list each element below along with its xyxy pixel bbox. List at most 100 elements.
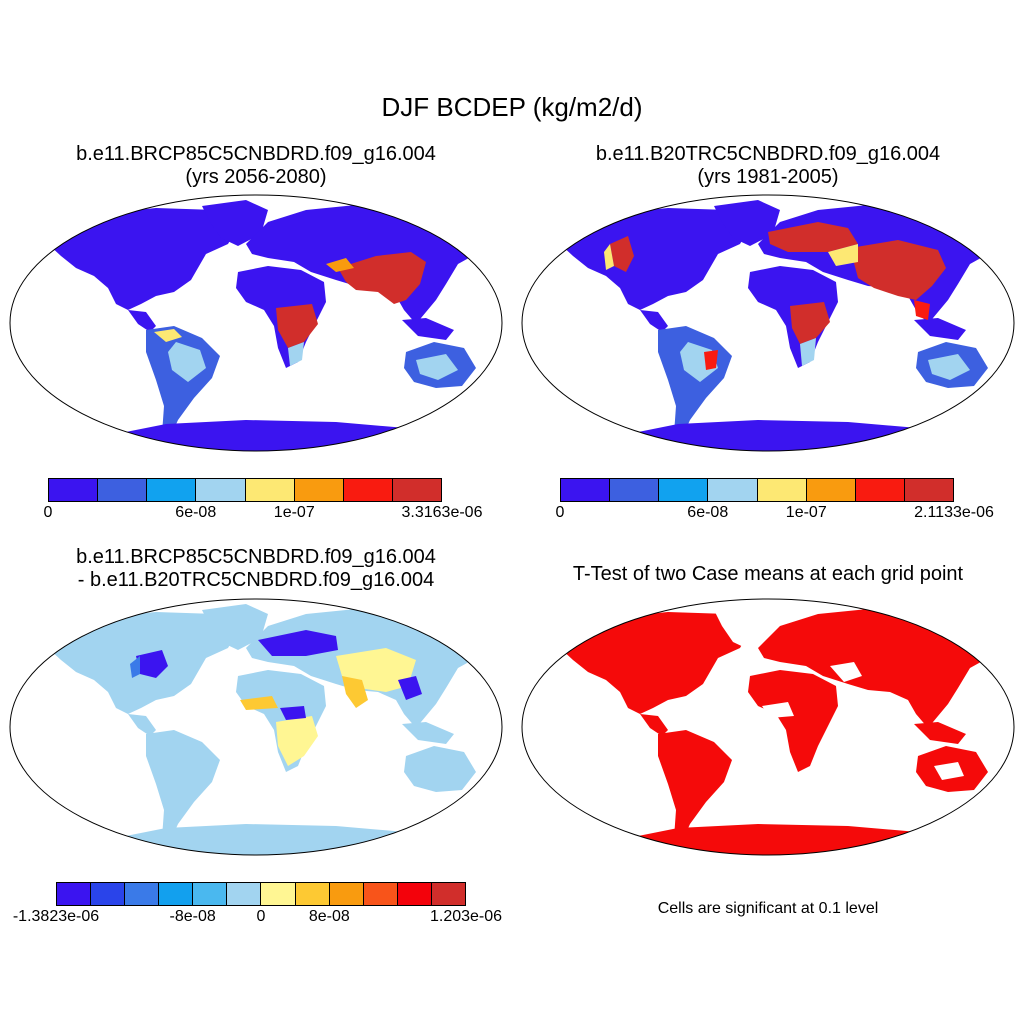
map-panel-2 <box>521 194 1015 452</box>
map-1-border <box>9 194 503 452</box>
colorbar-tick-label: 1e-07 <box>273 504 315 521</box>
africa-high <box>276 304 318 348</box>
africa-warm <box>276 716 318 766</box>
se-asia-sig <box>914 722 966 744</box>
se-asia-high <box>914 300 930 320</box>
figure-title: DJF BCDEP (kg/m2/d) <box>381 92 643 122</box>
greenland <box>202 200 268 246</box>
map-4-border <box>521 598 1015 856</box>
colorbar-swatch <box>294 479 344 501</box>
africa-low <box>280 706 306 720</box>
asia-edge <box>326 258 354 272</box>
colorbar-tick-label: -1.3823e-06 <box>12 908 100 925</box>
south-america-sig <box>658 730 732 846</box>
africa-light <box>800 338 816 366</box>
panel1-title-line2: (yrs 2056-2080) <box>185 166 327 188</box>
asia-gap <box>830 662 862 682</box>
central-america <box>128 714 156 736</box>
colorbar-tick-label: 1.203e-06 <box>429 908 503 925</box>
colorbar-swatch <box>193 883 228 905</box>
colorbar-panel-2 <box>560 478 954 502</box>
colorbar-swatch <box>806 479 856 501</box>
australia <box>404 746 476 792</box>
colorbar-swatch <box>757 479 807 501</box>
panel3-title-line2: - b.e11.B20TRC5CNBDRD.f09_g16.004 <box>77 569 435 591</box>
china-low <box>398 676 422 700</box>
na-east-mid <box>130 656 140 678</box>
colorbar-swatch <box>708 479 758 501</box>
asia-edge <box>828 244 858 266</box>
colorbar-swatch <box>91 883 126 905</box>
australia-light <box>928 354 970 380</box>
central-america-sig <box>640 714 668 736</box>
greenland-sig <box>714 604 780 650</box>
europe-high <box>768 222 858 252</box>
panel1-title: b.e11.BRCP85C5CNBDRD.f09_g16.004 (yrs 20… <box>6 143 506 189</box>
asia-high <box>338 252 426 304</box>
colorbar-tick-label: 3.3163e-06 <box>401 504 483 521</box>
africa-sig <box>748 670 838 772</box>
africa-light <box>288 342 304 366</box>
se-asia <box>914 318 966 340</box>
europe-low <box>258 630 338 656</box>
map-panel-1 <box>9 194 503 452</box>
north-america-sig <box>558 612 753 714</box>
africa-gap <box>762 702 794 718</box>
central-america <box>640 310 668 332</box>
panel3-title-line1: b.e11.BRCP85C5CNBDRD.f09_g16.004 <box>76 546 436 568</box>
colorbar-tick-label: 1e-07 <box>785 504 827 521</box>
colorbar-swatch <box>343 479 393 501</box>
significance-note: Cells are significant at 0.1 level <box>657 900 879 917</box>
colorbar-swatch <box>57 883 92 905</box>
colorbar-swatch <box>295 883 330 905</box>
colorbar-swatch <box>659 479 709 501</box>
na-east-edge <box>604 244 614 270</box>
colorbar-swatch <box>855 479 905 501</box>
panel4-title: T-Test of two Case means at each grid po… <box>518 563 1018 586</box>
sa-warm <box>154 329 182 342</box>
india-warm <box>342 676 368 708</box>
se-asia <box>402 318 454 340</box>
colorbar-swatch <box>397 883 432 905</box>
greenland <box>202 604 268 650</box>
colorbar-swatch <box>125 883 160 905</box>
sa-light <box>168 342 206 382</box>
colorbar-tick-label: 0 <box>256 908 266 925</box>
colorbar-swatch <box>431 883 465 905</box>
se-asia <box>402 722 454 744</box>
colorbar-swatch <box>904 479 953 501</box>
na-east-low <box>136 650 168 678</box>
colorbar-swatch <box>261 883 296 905</box>
colorbar-tick-label: 0 <box>43 504 53 521</box>
colorbar-tick-label: 6e-08 <box>687 504 729 521</box>
africa-sahel <box>240 696 278 710</box>
colorbar-swatch <box>98 479 148 501</box>
colorbar-tick-label: 6e-08 <box>175 504 217 521</box>
colorbar-swatch <box>147 479 197 501</box>
australia-light <box>416 354 458 380</box>
panel2-title: b.e11.B20TRC5CNBDRD.f09_g16.004 (yrs 198… <box>518 143 1018 189</box>
colorbar-tick-label: 8e-08 <box>308 908 350 925</box>
south-america <box>146 730 220 846</box>
colorbar-swatch <box>363 883 398 905</box>
panel3-title: b.e11.BRCP85C5CNBDRD.f09_g16.004 - b.e11… <box>6 546 506 592</box>
africa-high <box>790 302 830 344</box>
colorbar-swatch <box>610 479 660 501</box>
panel2-title-line1: b.e11.B20TRC5CNBDRD.f09_g16.004 <box>595 143 941 165</box>
sa-red <box>704 350 718 370</box>
colorbar-swatch <box>227 883 262 905</box>
colorbar-swatch <box>245 479 295 501</box>
colorbar-swatch <box>196 479 246 501</box>
na-east-high <box>610 236 634 272</box>
australia-gap <box>934 762 964 780</box>
colorbar-swatch <box>561 479 611 501</box>
greenland <box>714 200 780 246</box>
colorbar-swatch <box>159 883 194 905</box>
panel1-title-line1: b.e11.BRCP85C5CNBDRD.f09_g16.004 <box>76 143 436 165</box>
panel4-title-line1: T-Test of two Case means at each grid po… <box>572 563 964 585</box>
map-panel-4 <box>521 598 1015 856</box>
colorbar-panel-3 <box>56 882 466 906</box>
map-panel-3 <box>9 598 503 856</box>
map-2-border <box>521 194 1015 452</box>
colorbar-panel-1 <box>48 478 442 502</box>
